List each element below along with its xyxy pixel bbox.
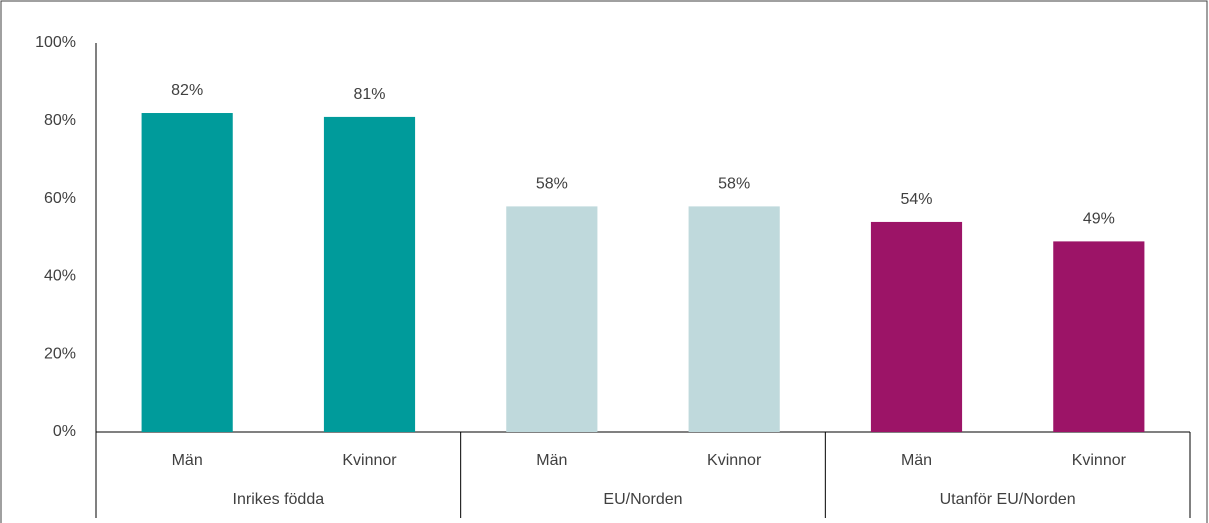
group-label: Inrikes födda [233,491,325,508]
data-label: 58% [718,176,750,193]
data-label: 54% [900,191,932,208]
bar [141,113,233,433]
bar [1053,241,1145,432]
data-label: 49% [1083,211,1115,228]
y-tick-label: 60% [44,190,76,207]
data-label: 58% [536,176,568,193]
y-tick-label: 80% [44,112,76,129]
group-label: Utanför EU/Norden [940,491,1076,508]
data-label: 82% [171,82,203,99]
y-tick-label: 20% [44,345,76,362]
x-tick-label: Män [901,452,932,469]
bar [506,206,598,432]
x-tick-label: Män [172,452,203,469]
bar [688,206,780,432]
y-tick-label: 40% [44,268,76,285]
x-tick-label: Kvinnor [1072,452,1127,469]
data-label: 81% [353,86,385,103]
group-label: EU/Norden [603,491,682,508]
x-tick-label: Män [536,452,567,469]
y-tick-label: 100% [35,34,76,51]
bar [870,221,963,432]
x-tick-label: Kvinnor [707,452,762,469]
bar [323,116,416,432]
y-tick-label: 0% [53,423,76,440]
x-tick-label: Kvinnor [342,452,397,469]
